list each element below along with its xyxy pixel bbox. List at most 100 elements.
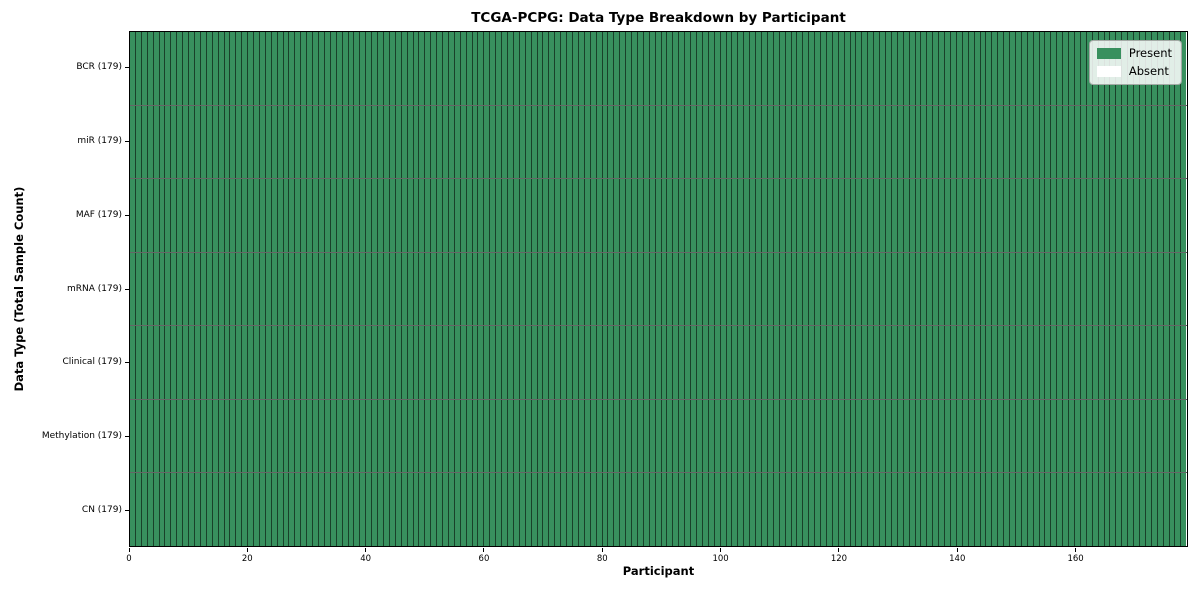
heatmap-cell: [613, 32, 620, 105]
heatmap-cell: [849, 252, 856, 326]
heatmap-cell: [696, 179, 702, 252]
heatmap-cell: [660, 105, 667, 179]
heatmap-cell: [743, 326, 750, 399]
heatmap-cell: [1121, 105, 1128, 179]
heatmap-cell: [1144, 473, 1151, 547]
heatmap-cell: [938, 252, 945, 326]
heatmap-cell: [979, 105, 986, 179]
heatmap-cell: [808, 179, 815, 252]
heatmap-cell: [861, 252, 868, 326]
heatmap-cell: [424, 326, 431, 399]
heatmap-cell: [725, 105, 732, 179]
heatmap-cell: [1091, 252, 1098, 326]
heatmap-cell: [554, 32, 561, 105]
heatmap-cell: [690, 326, 696, 399]
heatmap-cell: [713, 32, 720, 105]
heatmap-cell: [294, 105, 301, 179]
heatmap-cell: [1038, 399, 1045, 473]
heatmap-cell: [335, 399, 342, 473]
heatmap-cell: [908, 326, 915, 399]
heatmap-cell: [424, 473, 431, 547]
heatmap-cell: [1156, 473, 1163, 547]
heatmap-cell: [902, 179, 909, 252]
heatmap-cell: [1079, 179, 1086, 252]
heatmap-cell: [772, 32, 779, 105]
heatmap-cell: [134, 105, 141, 179]
heatmap-cell: [926, 399, 933, 473]
heatmap-cell: [1097, 105, 1104, 179]
heatmap-cell: [140, 473, 147, 547]
heatmap-cell: [1103, 252, 1110, 326]
heatmap-cell: [631, 399, 637, 473]
heatmap-cell: [1014, 399, 1021, 473]
heatmap-cell: [855, 105, 862, 179]
heatmap-cell: [223, 399, 230, 473]
heatmap-cell: [300, 252, 307, 326]
heatmap-cell: [465, 32, 472, 105]
heatmap-cell: [560, 399, 567, 473]
heatmap-cell: [595, 105, 602, 179]
heatmap-cell: [134, 32, 141, 105]
heatmap-cell: [1127, 105, 1134, 179]
heatmap-cell: [1144, 179, 1151, 252]
heatmap-cell: [1162, 105, 1169, 179]
heatmap-cell: [766, 473, 773, 547]
heatmap-cell: [1032, 105, 1039, 179]
heatmap-cell: [140, 105, 147, 179]
heatmap-cell: [471, 252, 478, 326]
heatmap-cell: [885, 105, 891, 179]
heatmap-cell: [306, 32, 313, 105]
heatmap-cell: [323, 399, 330, 473]
heatmap-cell: [146, 32, 153, 105]
heatmap-cell: [666, 326, 673, 399]
heatmap-cell: [235, 473, 242, 547]
heatmap-cell: [176, 326, 183, 399]
heatmap-cell: [542, 399, 549, 473]
heatmap-cell: [949, 326, 956, 399]
heatmap-cell: [749, 252, 756, 326]
heatmap-cell: [890, 326, 897, 399]
heatmap-cell: [595, 252, 602, 326]
heatmap-cell: [867, 326, 874, 399]
heatmap-cell: [760, 399, 767, 473]
heatmap-cell: [778, 473, 785, 547]
heatmap-cell: [997, 399, 1004, 473]
heatmap-cell: [766, 399, 773, 473]
y-tick-mark: [125, 141, 129, 143]
heatmap-cell: [755, 252, 761, 326]
heatmap-cell: [353, 179, 360, 252]
heatmap-cell: [949, 252, 956, 326]
y-tick-mark: [125, 214, 129, 216]
heatmap-cell: [530, 326, 537, 399]
heatmap-cell: [359, 326, 366, 399]
heatmap-cell: [170, 399, 177, 473]
heatmap-cell: [371, 399, 378, 473]
heatmap-cell: [188, 32, 194, 105]
heatmap-cell: [849, 32, 856, 105]
heatmap-cell: [642, 105, 649, 179]
heatmap-cell: [530, 32, 537, 105]
heatmap-cell: [1133, 252, 1139, 326]
heatmap-cell: [849, 326, 856, 399]
heatmap-cell: [193, 399, 200, 473]
heatmap-cell: [560, 252, 567, 326]
heatmap-cell: [382, 32, 389, 105]
heatmap-cell: [501, 399, 507, 473]
heatmap-cell: [241, 473, 248, 547]
heatmap-cell: [1038, 326, 1045, 399]
heatmap-cell: [507, 252, 513, 326]
heatmap-cell: [347, 399, 354, 473]
heatmap-cell: [453, 326, 460, 399]
heatmap-cell: [713, 179, 720, 252]
heatmap-cell: [489, 252, 496, 326]
heatmap-cell: [849, 399, 856, 473]
heatmap-cell: [814, 179, 821, 252]
heatmap-cell: [188, 399, 194, 473]
heatmap-cell: [430, 252, 437, 326]
heatmap-cell: [619, 326, 626, 399]
heatmap-cell: [825, 105, 832, 179]
heatmap-row-methylation: [130, 398, 1187, 473]
heatmap-cell: [961, 326, 968, 399]
heatmap-cell: [696, 473, 702, 547]
